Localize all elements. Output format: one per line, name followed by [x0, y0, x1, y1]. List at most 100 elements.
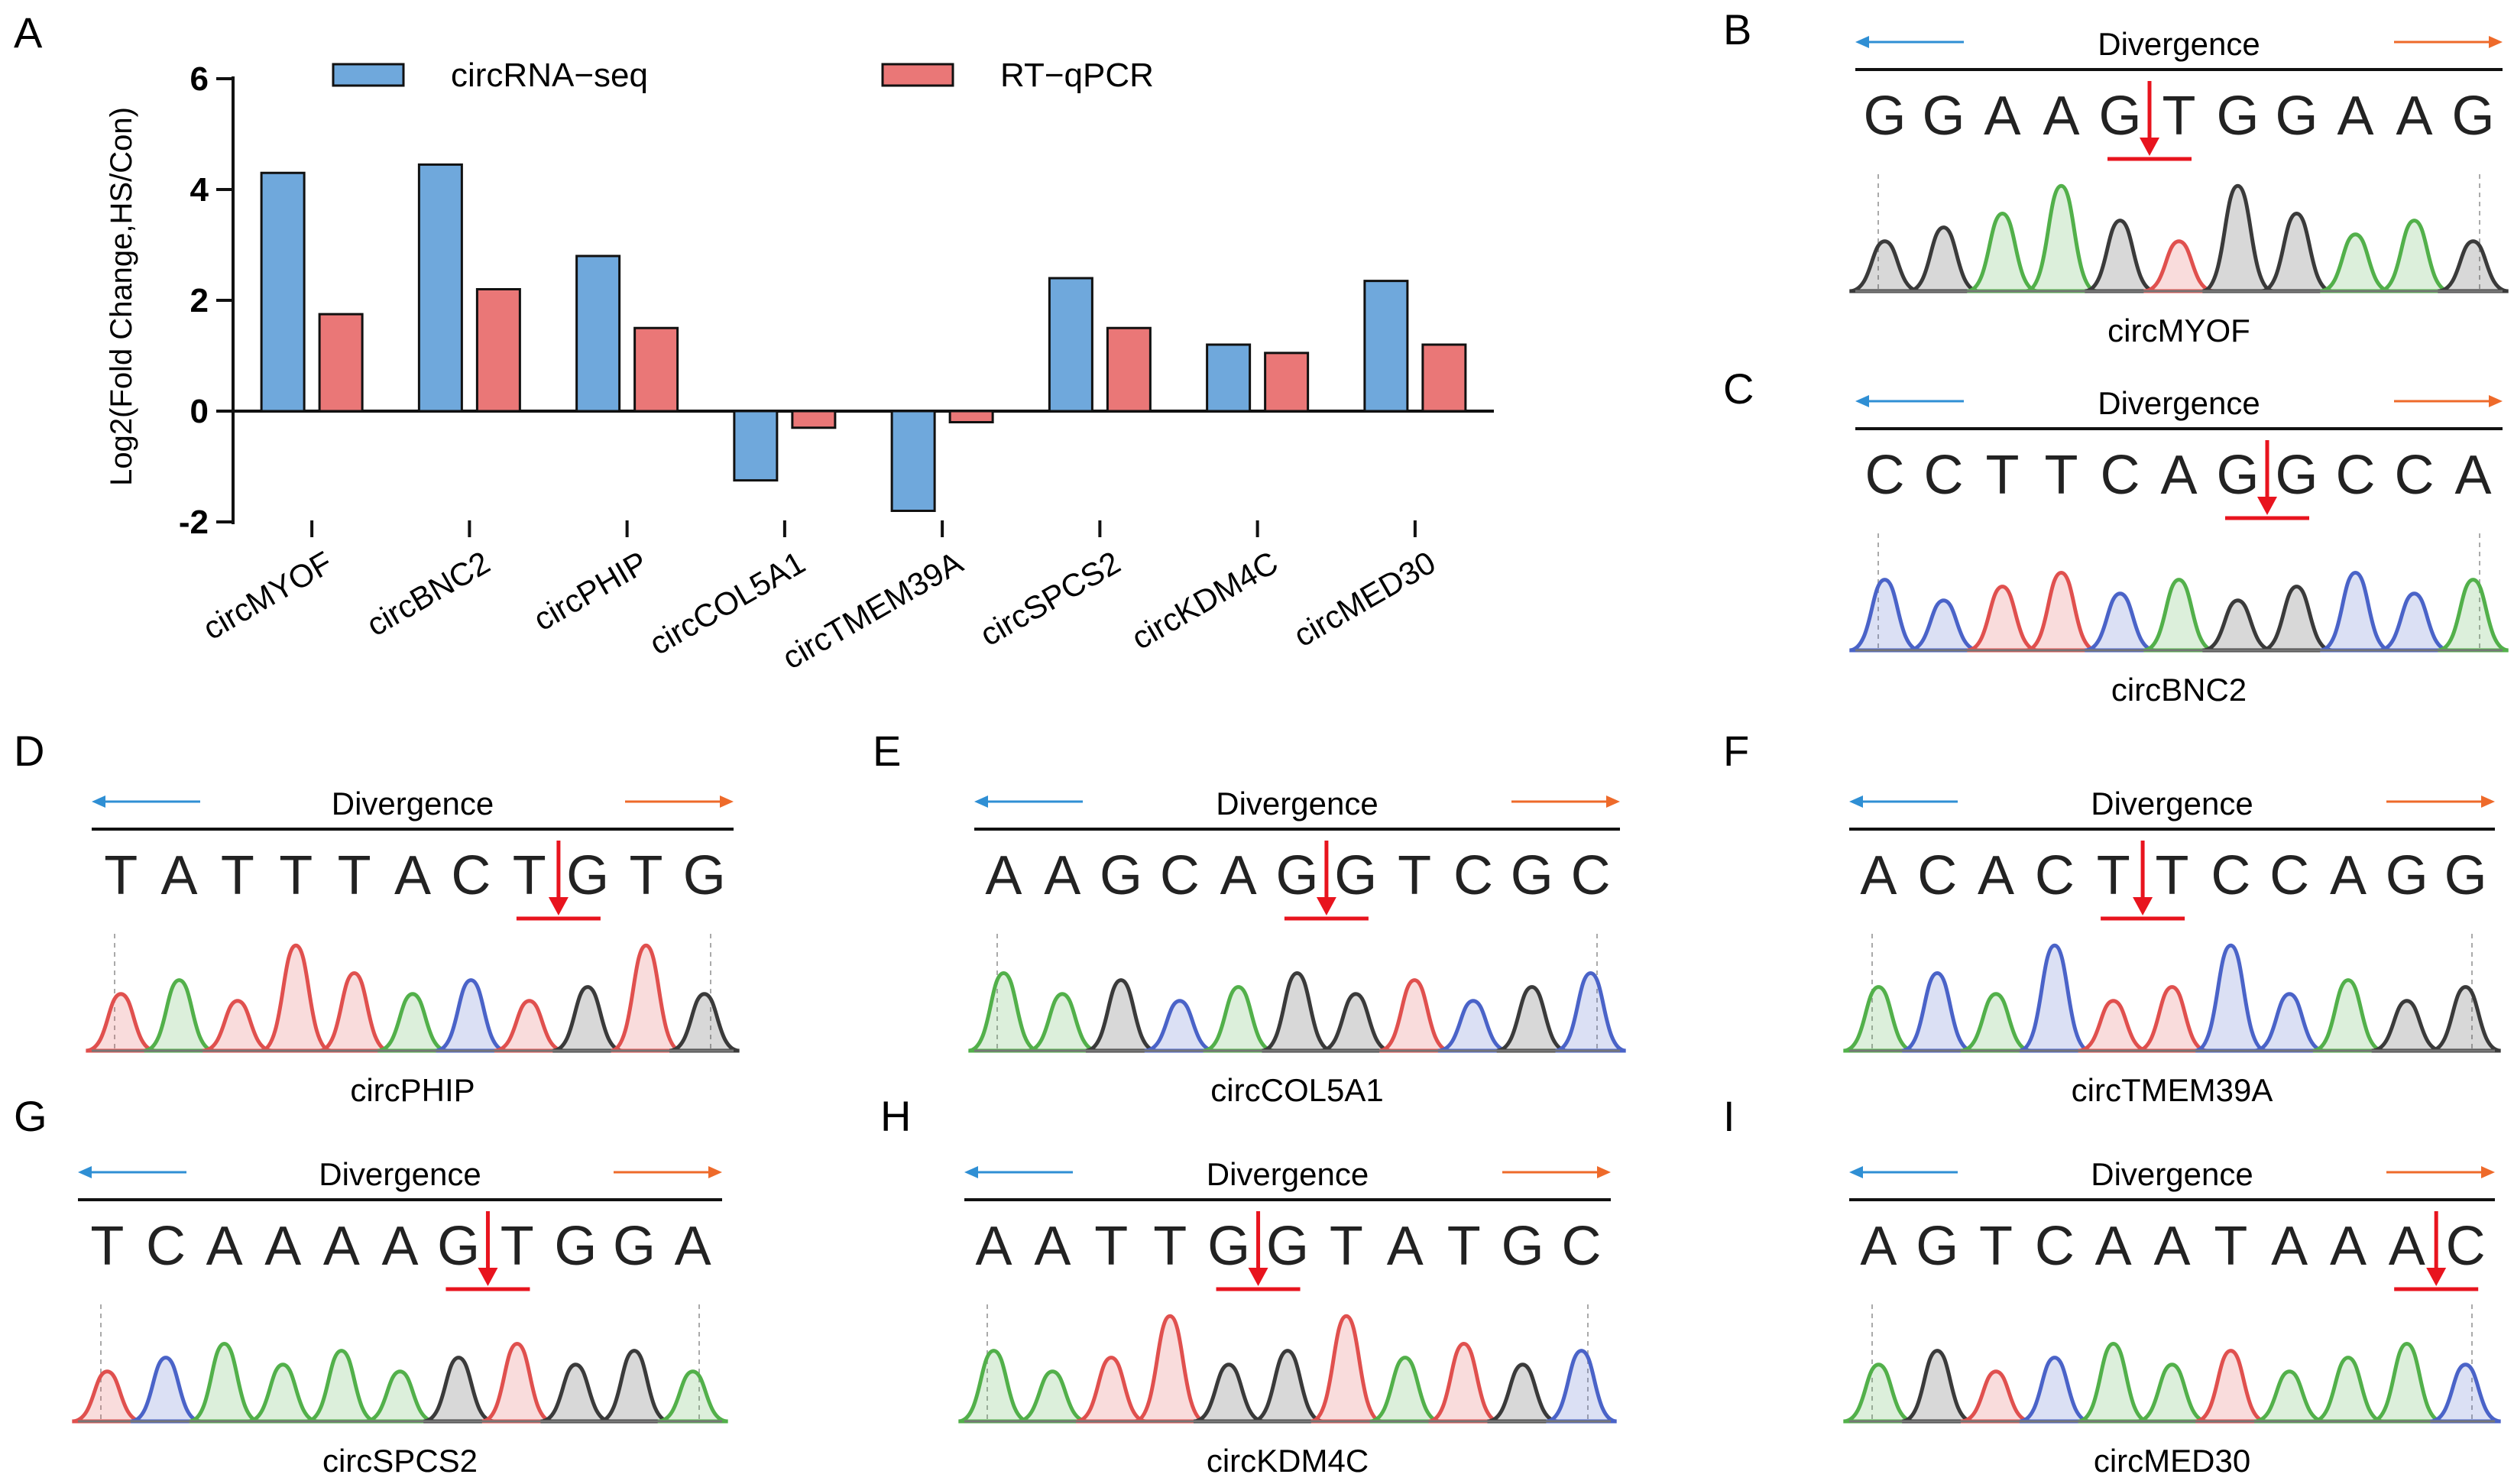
sequence-base: A [323, 1216, 360, 1277]
chromatogram-peak [1554, 970, 1627, 1053]
chromatogram-peak [2312, 978, 2384, 1053]
sequence-base: T [90, 1216, 124, 1277]
bar-circrna-seq-circphip [575, 254, 621, 413]
sequence-base: A [2330, 845, 2367, 906]
sequence-base: G [1916, 1216, 1958, 1277]
gene-name: circTMEM39A [2072, 1072, 2273, 1108]
sequence-base: G [2275, 86, 2318, 147]
chromatogram-peak [2319, 232, 2392, 293]
sequence-base: G [437, 1216, 480, 1277]
chromatogram-peak [2201, 183, 2274, 293]
chromatogram-peak [2430, 1362, 2502, 1424]
sequence-base: C [2395, 445, 2435, 506]
chromatogram-peak [1966, 585, 2039, 653]
x-tick-label: circMED30 [1288, 544, 1441, 653]
bar-rt-qpcr-circmyof [318, 313, 364, 413]
sequence-base: G [2098, 86, 2141, 147]
chromatogram-peak [319, 970, 390, 1053]
chromatogram-peak [2084, 219, 2156, 293]
sequence-base: A [2330, 1216, 2367, 1277]
chromatogram-peak [1026, 992, 1098, 1053]
divergence-title: Divergence [2091, 1156, 2253, 1192]
y-tick-label: 6 [190, 60, 209, 98]
bar-rt-qpcr-circkdm4c [1264, 352, 1310, 413]
x-tick-label: circKDM4C [1126, 544, 1284, 656]
sequence-base: T [2045, 445, 2078, 506]
chromatogram-peak [1428, 1341, 1500, 1424]
sequence-base: G [1100, 845, 1142, 906]
chromatogram-peak [539, 1362, 611, 1424]
chromatogram-peak [967, 970, 1040, 1053]
bar-circrna-seq-circmyof [260, 171, 306, 413]
y-tick-label: -2 [179, 504, 209, 541]
junction-arrowhead [2140, 138, 2159, 156]
sequence-base: T [1986, 445, 2020, 506]
sequence-base: T [279, 845, 313, 906]
x-tick-label: circTMEM39A [776, 544, 969, 676]
chromatogram-peak [2253, 992, 2325, 1053]
chromatogram-peak [1496, 985, 1568, 1053]
divergence-title: Divergence [332, 786, 494, 821]
sequence-base: C [451, 845, 491, 906]
sequence-base: A [2043, 86, 2079, 147]
sequence-base: A [975, 1216, 1012, 1277]
sequence-base: A [1387, 1216, 1424, 1277]
chromatogram-peak [435, 978, 507, 1053]
chromatogram-peak [1075, 1356, 1147, 1424]
chromatogram-peak [1842, 1362, 1914, 1424]
sequence-base: T [1979, 1216, 2013, 1277]
chromatogram-peak [2371, 1341, 2443, 1424]
sequence-base: C [1562, 1216, 1602, 1277]
primer-arrowhead-left [964, 1166, 978, 1178]
sequence-base: C [2211, 845, 2250, 906]
sequence-base: T [1330, 1216, 1363, 1277]
panel-label: G [14, 1092, 47, 1140]
bar-rt-qpcr-circbnc2 [475, 288, 521, 413]
junction-arrowhead [548, 897, 569, 915]
sequence-base: C [2336, 445, 2376, 506]
bar-rt-qpcr-circmed30 [1421, 343, 1467, 413]
legend-swatch [332, 63, 405, 87]
chromatogram-peak [2378, 591, 2451, 653]
chromatogram-peak [1437, 999, 1509, 1053]
chromatogram-peak [1487, 1362, 1559, 1424]
chromatogram-peak [2143, 239, 2215, 293]
sequence-base: A [2153, 1216, 2190, 1277]
chromatogram-peak [130, 1356, 202, 1424]
sequence-base: C [146, 1216, 186, 1277]
chromatogram-peak [71, 1369, 143, 1424]
sequence-base: G [1266, 1216, 1309, 1277]
divergence-title: Divergence [2098, 26, 2260, 62]
sequence-base: A [2271, 1216, 2308, 1277]
sequence-base: G [2216, 445, 2259, 506]
sequence-base: T [1447, 1216, 1481, 1277]
sequence-base: T [2097, 845, 2130, 906]
chromatogram-peak [2260, 211, 2333, 293]
sequence-base: G [2216, 86, 2259, 147]
gene-name: circCOL5A1 [1210, 1072, 1383, 1108]
chromatogram-peak [610, 943, 682, 1053]
y-tick-label: 2 [190, 282, 209, 319]
chromatogram-peak [144, 978, 215, 1053]
primer-arrowhead-left [78, 1166, 92, 1178]
bar-circrna-seq-circmed30 [1363, 280, 1409, 413]
chromatogram-peak [669, 992, 740, 1053]
chromatogram-peak [1320, 992, 1391, 1053]
panel-label-a: A [14, 8, 43, 57]
sequence-base: A [2396, 86, 2432, 147]
chromatogram-peak [1378, 978, 1450, 1053]
sequence-base: A [675, 1216, 711, 1277]
chromatogram-peak [2143, 578, 2215, 653]
chromatogram-peak [1261, 970, 1333, 1053]
gene-name: circMYOF [2107, 313, 2250, 348]
chromatogram-peak [481, 1341, 553, 1424]
chromatogram-peak [1310, 1314, 1382, 1424]
divergence-title: Divergence [1216, 786, 1378, 821]
gene-name: circSPCS2 [322, 1443, 478, 1479]
primer-arrowhead-right [2489, 395, 2503, 407]
